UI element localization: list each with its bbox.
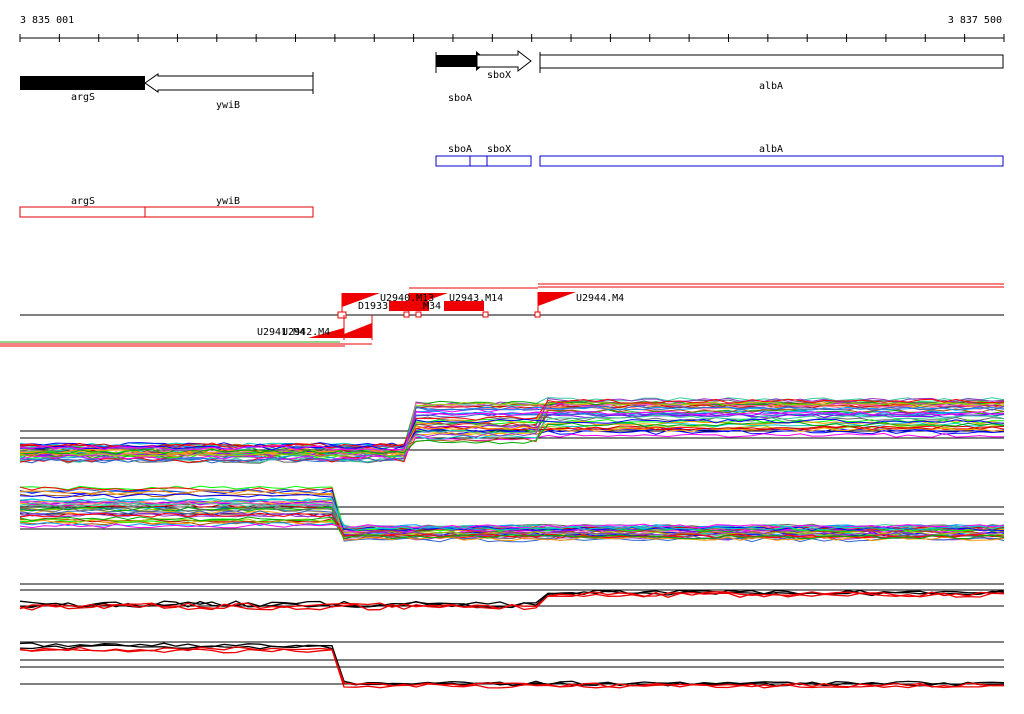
expr2-series [19, 506, 1005, 540]
expr1-series [19, 427, 1005, 457]
operon-red-argS[interactable] [19, 206, 146, 218]
operon-blue-label-sboA: sboA [448, 144, 472, 155]
operon-red-label-argS: argS [71, 196, 95, 207]
reg-marker-4 [482, 311, 489, 318]
operon-red-label-ywiB: ywiB [216, 196, 240, 207]
reg-marker-1 [337, 311, 347, 319]
expression-track-reverse-multi [19, 485, 1005, 543]
expr1-series [19, 420, 1005, 455]
expr4-series [19, 644, 1005, 687]
expr2-series [19, 512, 1005, 539]
gene-label-sboA: sboA [448, 93, 472, 104]
ruler-end-label: 3 837 500 [948, 15, 1002, 26]
expr2-series [19, 497, 1005, 531]
expr1-series [19, 418, 1005, 451]
expr4-series [19, 642, 1005, 686]
expr1-series [19, 413, 1005, 457]
operon-blue-label-albA: albA [759, 144, 783, 155]
gene-label-albA: albA [759, 81, 783, 92]
operon-track-blue: sboA sboX albA [435, 144, 1004, 167]
expr1-series [19, 406, 1005, 451]
reg-site-M14[interactable] [444, 301, 484, 311]
expr2-series [19, 513, 1005, 537]
reg-label-M34: M34 [423, 301, 441, 312]
expr2-series [19, 500, 1005, 533]
operon-blue-label-sboX: sboX [487, 144, 511, 155]
gene-ywiB[interactable] [144, 73, 314, 93]
reg-marker-2 [403, 311, 410, 318]
expr3-series [19, 591, 1005, 611]
reg-label-U2944: U2944.M4 [576, 293, 624, 304]
expr1-series [19, 429, 1005, 449]
gene-argS[interactable] [20, 76, 145, 90]
expr1-series [19, 398, 1005, 449]
operon-blue-sboA[interactable] [435, 155, 471, 167]
operon-blue-mid[interactable] [469, 155, 488, 167]
expression-track-forward-summary [19, 583, 1005, 611]
reg-flag-U2940[interactable] [342, 293, 380, 307]
expr4-series [19, 648, 1005, 689]
reg-flag-U2942[interactable] [308, 328, 344, 338]
reg-label-U2943: U2943.M14 [449, 293, 503, 304]
reg-label-U2940: U2940.M13 [380, 293, 434, 304]
reg-label-U2941: U2941.M4 [257, 327, 305, 338]
operon-blue-sboX[interactable] [486, 155, 532, 167]
gene-label-sboX: sboX [487, 70, 511, 81]
gene-sboA[interactable] [436, 51, 488, 71]
gene-track: argS ywiB sboA sboX albA [20, 49, 1004, 111]
reg-label-D1933: D1933 [358, 301, 388, 312]
reg-flag-U2944[interactable] [538, 292, 576, 306]
ruler-start-label: 3 835 001 [20, 15, 74, 26]
operon-track-red: argS ywiB [19, 196, 314, 218]
expr2-series [19, 488, 1005, 543]
expr1-series [19, 410, 1005, 451]
expr2-series [19, 489, 1005, 542]
reg-marker-5 [534, 311, 541, 318]
expr3-series [19, 591, 1005, 610]
expression-track-reverse-summary [19, 641, 1005, 689]
expr1-series [19, 396, 1005, 463]
ruler-ticks [19, 34, 1005, 42]
regulatory-track: U2940.M13 U2943.M14 U2944.M4 D1933 M34 U… [0, 283, 1004, 347]
expr1-series [19, 414, 1005, 451]
reg-site-D1933[interactable] [389, 301, 429, 311]
expr2-series [19, 516, 1005, 540]
reg-marker-3 [415, 311, 422, 318]
expr2-series [19, 522, 1005, 529]
reg-label-U2942: U2942.M4 [282, 327, 330, 338]
gene-albA[interactable] [539, 54, 1004, 69]
expr2-series [19, 493, 1005, 532]
expression-track-forward-multi [19, 396, 1005, 464]
operon-red-ywiB[interactable] [144, 206, 314, 218]
coordinate-ruler: 3 835 001 3 837 500 [19, 15, 1005, 42]
operon-blue-albA[interactable] [539, 155, 1004, 167]
gene-sboX[interactable] [476, 49, 532, 73]
expr1-series [19, 405, 1005, 463]
gene-label-ywiB: ywiB [216, 100, 240, 111]
gene-label-argS: argS [71, 92, 95, 103]
